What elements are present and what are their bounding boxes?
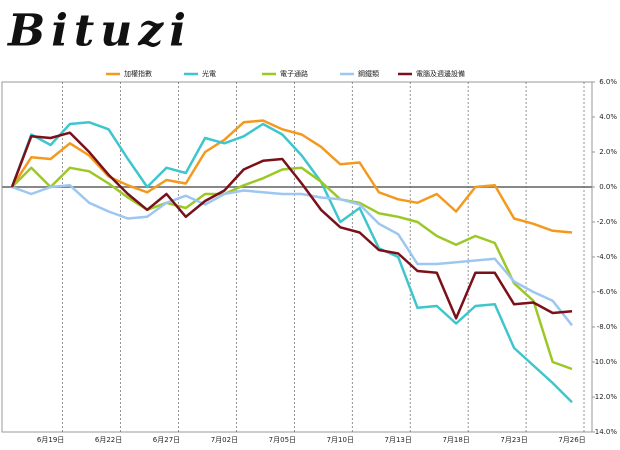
y-tick-label: -2.0% — [597, 218, 618, 226]
y-tick-label: 6.0% — [599, 78, 617, 86]
legend-label: 電腦及週邊設備 — [416, 69, 465, 78]
y-tick-label: -14.0% — [592, 428, 617, 436]
x-tick-label: 7月02日 — [211, 436, 238, 444]
x-tick-label: 7月10日 — [327, 436, 354, 444]
chart-title: Bituzi — [6, 6, 192, 57]
x-tick-label: 7月18日 — [442, 436, 469, 444]
y-tick-label: -6.0% — [597, 288, 618, 296]
y-tick-label: -12.0% — [592, 393, 617, 401]
y-tick-label: 4.0% — [599, 113, 617, 121]
x-tick-label: 6月22日 — [95, 436, 122, 444]
series-line — [11, 166, 573, 371]
series-line — [11, 184, 573, 327]
legend-label: 電子通路 — [280, 69, 308, 78]
series-line — [10, 131, 573, 320]
legend-label: 光電 — [202, 69, 216, 78]
x-tick-label: 7月23日 — [500, 436, 527, 444]
x-tick-label: 7月13日 — [385, 436, 412, 444]
y-tick-label: 2.0% — [599, 148, 617, 156]
x-tick-label: 6月19日 — [37, 436, 64, 444]
y-tick-label: -8.0% — [597, 323, 618, 331]
legend-label: 鋼鐵類 — [358, 69, 379, 78]
series-line — [10, 119, 573, 234]
series-line — [10, 121, 573, 404]
y-tick-label: -10.0% — [592, 358, 617, 366]
x-tick-label: 6月27日 — [153, 436, 180, 444]
legend-label: 加權指數 — [124, 69, 152, 78]
x-tick-label: 7月05日 — [269, 436, 296, 444]
y-tick-label: 0.0% — [599, 183, 617, 191]
y-tick-label: -4.0% — [597, 253, 618, 261]
x-tick-label: 7月26日 — [558, 436, 585, 444]
